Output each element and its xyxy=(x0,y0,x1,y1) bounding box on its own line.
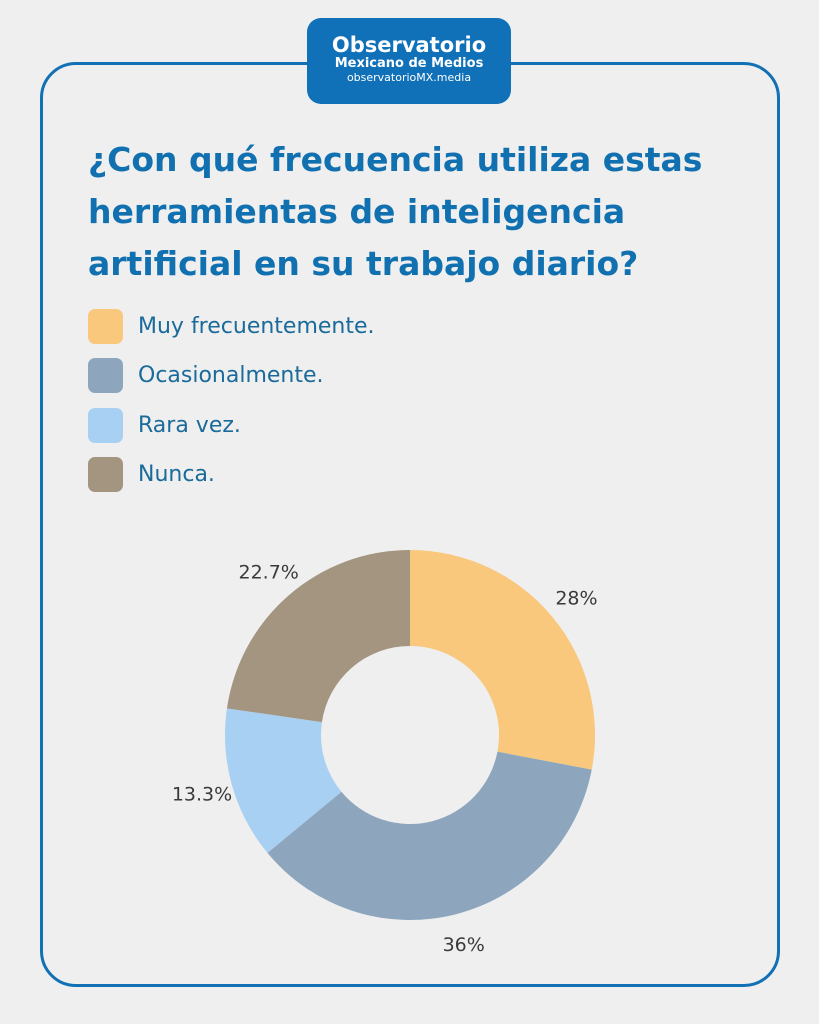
logo-subtitle: Mexicano de Medios xyxy=(334,56,484,71)
slice-label: 13.3% xyxy=(172,783,232,805)
donut-slice xyxy=(267,751,592,921)
legend-item: Rara vez. xyxy=(88,407,375,443)
slice-label: 28% xyxy=(555,587,597,609)
donut-slice xyxy=(226,550,410,723)
legend-item: Muy frecuentemente. xyxy=(88,308,375,344)
legend: Muy frecuentemente. Ocasionalmente. Rara v… xyxy=(88,308,375,506)
slice-label: 22.7% xyxy=(239,562,299,584)
legend-label: Ocasionalmente. xyxy=(138,363,324,388)
legend-swatch xyxy=(88,407,123,443)
legend-item: Nunca. xyxy=(88,457,375,493)
legend-swatch xyxy=(88,457,123,492)
legend-label: Muy frecuentemente. xyxy=(138,313,375,339)
logo-title: Observatorio xyxy=(331,33,487,57)
donut-slice xyxy=(410,550,595,770)
logo-url: observatorioMX.media xyxy=(346,71,472,84)
legend-label: Rara vez. xyxy=(138,412,241,438)
legend-swatch xyxy=(88,358,123,393)
slice-label: 36% xyxy=(443,934,485,956)
donut-slice xyxy=(224,708,342,853)
legend-label: Nunca. xyxy=(138,462,215,487)
chart-title: ¿Con qué frecuencia utiliza estas herram… xyxy=(88,140,703,283)
logo: Observatorio Mexicano de Medios observat… xyxy=(307,18,511,104)
legend-swatch xyxy=(88,308,123,344)
legend-item: Ocasionalmente. xyxy=(88,358,375,394)
